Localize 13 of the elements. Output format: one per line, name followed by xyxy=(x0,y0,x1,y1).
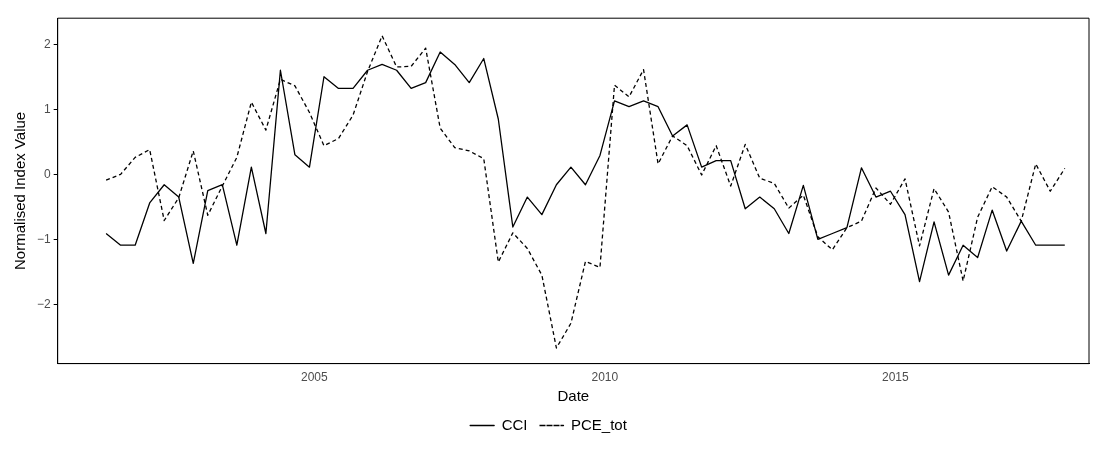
y-axis-title: Normalised Index Value xyxy=(11,111,29,270)
y-tick-label: 0 xyxy=(43,166,51,181)
line-series xyxy=(105,35,1066,349)
x-axis-title: Date xyxy=(557,387,590,405)
legend-label: CCI xyxy=(501,415,528,433)
x-tick-label: 2005 xyxy=(300,370,328,385)
y-tick-label: −1 xyxy=(36,231,51,246)
y-tick-label: 1 xyxy=(43,101,51,116)
x-tick-label: 2015 xyxy=(881,370,909,385)
legend-label: PCE_tot xyxy=(570,415,628,433)
y-tick-label: 2 xyxy=(43,36,51,51)
y-tick-label: −2 xyxy=(36,296,51,311)
x-tick-label: 2010 xyxy=(591,370,619,385)
